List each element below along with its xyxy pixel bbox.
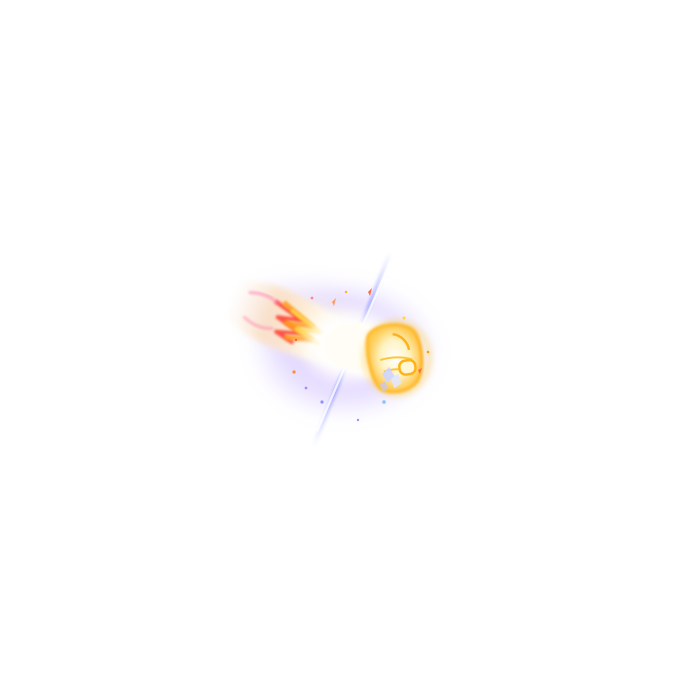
fist-glow-ring [362,319,432,397]
spark-particles [292,288,430,422]
